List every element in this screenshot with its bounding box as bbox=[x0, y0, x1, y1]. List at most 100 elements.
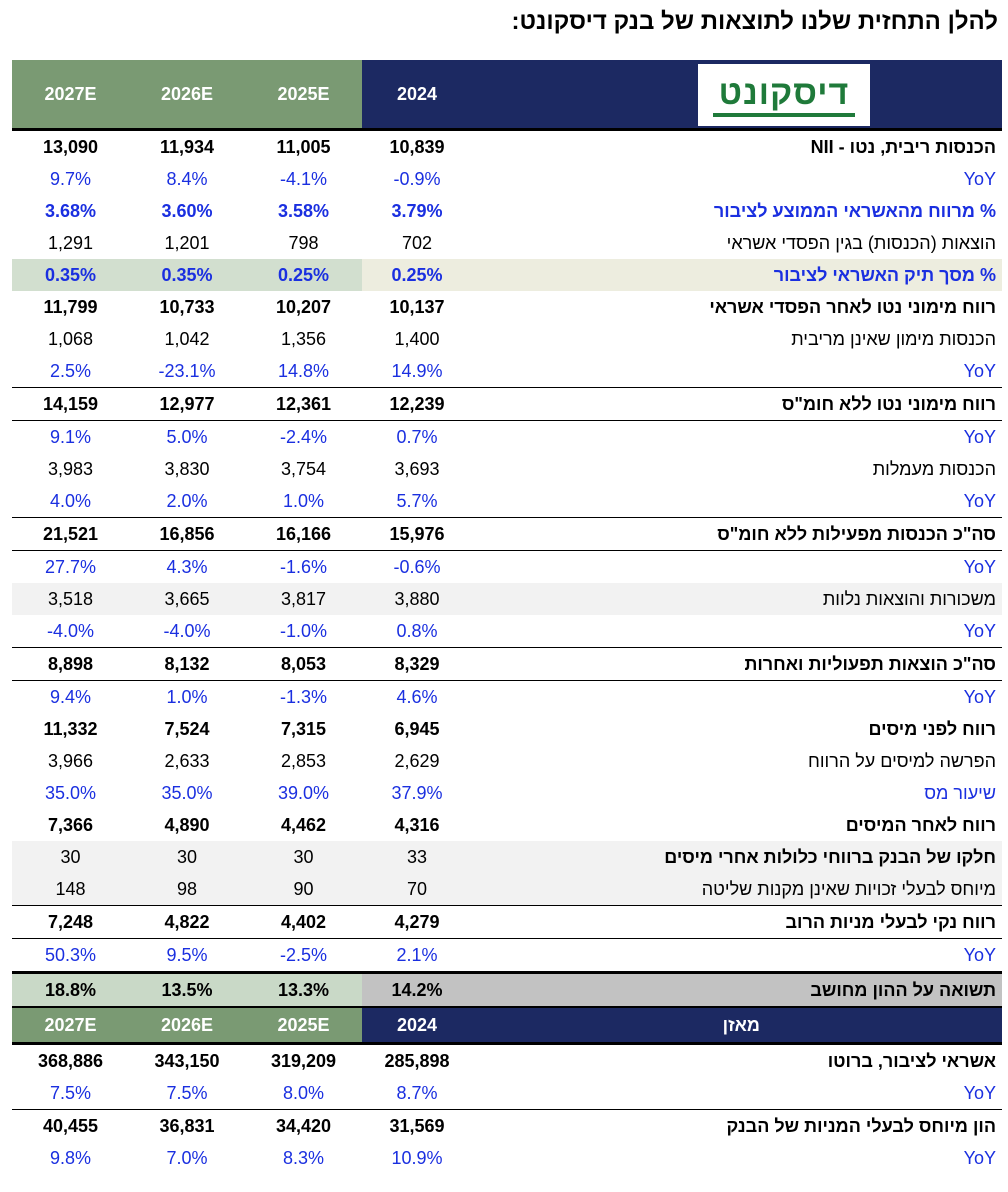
value-cell: 3,830 bbox=[164, 458, 210, 479]
value-cell: 2.0% bbox=[166, 490, 208, 511]
value-cell: 148 bbox=[55, 878, 86, 899]
value-cell: 98 bbox=[176, 878, 198, 899]
value-cell: 1,201 bbox=[164, 232, 210, 253]
value-cell: 4,822 bbox=[164, 911, 210, 932]
value-cell: 1,291 bbox=[47, 232, 94, 253]
value-cell: 4,462 bbox=[280, 814, 327, 835]
table-row: 2.5% -23.1% 14.8% 14.9% YoY bbox=[12, 355, 1002, 387]
table-row: 7,248 4,822 4,402 4,279 רווח נקי לבעלי מניות… bbox=[12, 905, 1002, 938]
value-cell: 10,207 bbox=[275, 296, 332, 317]
row-label: סה"כ הוצאות תפעוליות ואחרות bbox=[744, 653, 996, 674]
bs-col-header-2025: 2025E bbox=[245, 1008, 362, 1042]
value-cell: -23.1% bbox=[158, 360, 216, 381]
table-row: 7.5% 7.5% 8.0% 8.7% YoY bbox=[12, 1077, 1002, 1109]
balance-sheet-title: מאזן bbox=[722, 1014, 760, 1035]
row-label: רווח מימוני נטו ללא חומ"ס bbox=[781, 393, 996, 414]
table-row: 9.8% 7.0% 8.3% 10.9% YoY bbox=[12, 1142, 1002, 1174]
row-label: YoY bbox=[963, 426, 996, 447]
table-row: 148 98 90 70 מיוחס לבעלי זכויות שאינן מקנות … bbox=[12, 873, 1002, 905]
value-cell: 11,799 bbox=[43, 296, 98, 317]
value-cell: 7,524 bbox=[164, 718, 210, 739]
value-cell: 12,977 bbox=[159, 393, 215, 414]
value-cell: 14.8% bbox=[277, 360, 330, 381]
value-cell: -2.5% bbox=[279, 944, 328, 965]
row-label: הוצאות (הכנסות) בגין הפסדי אשראי bbox=[726, 232, 996, 253]
row-label: סה"כ הכנסות מפעילות ללא חומ"ס bbox=[717, 523, 996, 544]
value-cell: 7,248 bbox=[47, 911, 94, 932]
value-cell: 7,315 bbox=[280, 718, 327, 739]
table-row: 368,886 343,150 319,209 285,898 אשראי לציבור… bbox=[12, 1045, 1002, 1077]
value-cell: 4,402 bbox=[280, 911, 327, 932]
bs-col-header-2024: 2024 bbox=[362, 1008, 472, 1042]
value-cell: 11,934 bbox=[159, 136, 215, 157]
table-row: 30 30 30 33 חלקו של הבנק ברווחי כלולות אחרי … bbox=[12, 841, 1002, 873]
table-row: 7,366 4,890 4,462 4,316 רווח לאחר המיסים bbox=[12, 809, 1002, 841]
value-cell: -0.9% bbox=[393, 168, 441, 189]
row-label: רווח מימוני נטו לאחר הפסדי אשראי bbox=[709, 296, 996, 317]
value-cell: 11,332 bbox=[43, 718, 98, 739]
value-cell: 50.3% bbox=[44, 944, 97, 965]
value-cell: 3,665 bbox=[164, 588, 210, 609]
table-row: 3,983 3,830 3,754 3,693 הכנסות מעמלות bbox=[12, 453, 1002, 485]
row-label: שיעור מס bbox=[924, 782, 996, 803]
row-shading bbox=[12, 873, 362, 905]
value-cell: 10,137 bbox=[389, 296, 445, 317]
value-cell: 3.58% bbox=[277, 200, 330, 221]
value-cell: 13.5% bbox=[161, 979, 213, 1000]
value-cell: 8,053 bbox=[280, 653, 327, 674]
value-cell: 0.35% bbox=[44, 264, 97, 285]
row-label: הפרשה למיסים על הרווח bbox=[808, 750, 996, 771]
row-label: מיוחס לבעלי זכויות שאינן מקנות שליטה bbox=[701, 878, 996, 899]
col-header-2027: 2027E bbox=[12, 60, 129, 128]
value-cell: 8.4% bbox=[166, 168, 208, 189]
row-shading bbox=[362, 974, 1002, 1006]
value-cell: 39.0% bbox=[277, 782, 330, 803]
value-cell: 13,090 bbox=[42, 136, 99, 157]
value-cell: 4.6% bbox=[396, 686, 438, 707]
row-label: YoY bbox=[963, 686, 996, 707]
balance-rows: 368,886 343,150 319,209 285,898 אשראי לציבור… bbox=[12, 1045, 1002, 1174]
value-cell: -1.0% bbox=[279, 620, 328, 641]
balance-sheet-header: 2027E 2026E 2025E 2024 מאזן bbox=[12, 1006, 1002, 1045]
row-label: הכנסות מעמלות bbox=[872, 458, 996, 479]
value-cell: -1.3% bbox=[279, 686, 328, 707]
logo-text: דיסקונט bbox=[712, 73, 856, 117]
value-cell: 9.5% bbox=[166, 944, 208, 965]
value-cell: 3.79% bbox=[391, 200, 443, 221]
value-cell: 6,945 bbox=[394, 718, 440, 739]
value-cell: 30 bbox=[176, 846, 198, 867]
row-label: YoY bbox=[963, 490, 996, 511]
row-highlight bbox=[12, 259, 362, 291]
value-cell: 8,898 bbox=[47, 653, 94, 674]
value-cell: 8.0% bbox=[282, 1082, 325, 1103]
value-cell: 7.5% bbox=[166, 1082, 208, 1103]
value-cell: 14.2% bbox=[391, 979, 443, 1000]
value-cell: 7.5% bbox=[49, 1082, 92, 1103]
table-row: 3,518 3,665 3,817 3,880 משכורות והוצאות נלוו… bbox=[12, 583, 1002, 615]
value-cell: 1,068 bbox=[47, 328, 94, 349]
value-cell: 30 bbox=[60, 846, 81, 867]
value-cell: 10,839 bbox=[389, 136, 445, 157]
value-cell: -4.0% bbox=[163, 620, 211, 641]
value-cell: 2,853 bbox=[280, 750, 327, 771]
value-cell: 10,733 bbox=[159, 296, 215, 317]
value-cell: 3,983 bbox=[47, 458, 94, 479]
table-row: 0.35% 0.35% 0.25% 0.25% % מסך תיק האשראי לצי… bbox=[12, 259, 1002, 291]
value-cell: 13.3% bbox=[277, 979, 330, 1000]
row-shading bbox=[362, 873, 1002, 905]
value-cell: -4.1% bbox=[279, 168, 328, 189]
value-cell: 0.25% bbox=[391, 264, 443, 285]
value-cell: 3,880 bbox=[394, 588, 440, 609]
value-cell: 3,518 bbox=[47, 588, 94, 609]
table-row: 50.3% 9.5% -2.5% 2.1% YoY bbox=[12, 938, 1002, 971]
value-cell: 0.8% bbox=[396, 620, 438, 641]
discount-bank-logo: דיסקונט bbox=[698, 64, 870, 126]
value-cell: 2.1% bbox=[396, 944, 438, 965]
value-cell: 702 bbox=[401, 232, 433, 253]
value-cell: -0.6% bbox=[393, 556, 441, 577]
value-cell: 4.0% bbox=[49, 490, 92, 511]
value-cell: 368,886 bbox=[37, 1050, 104, 1071]
value-cell: 36,831 bbox=[159, 1115, 215, 1136]
table-row: 18.8% 13.5% 13.3% 14.2% תשואה על ההון מחושב bbox=[12, 971, 1002, 1006]
value-cell: 70 bbox=[406, 878, 428, 899]
